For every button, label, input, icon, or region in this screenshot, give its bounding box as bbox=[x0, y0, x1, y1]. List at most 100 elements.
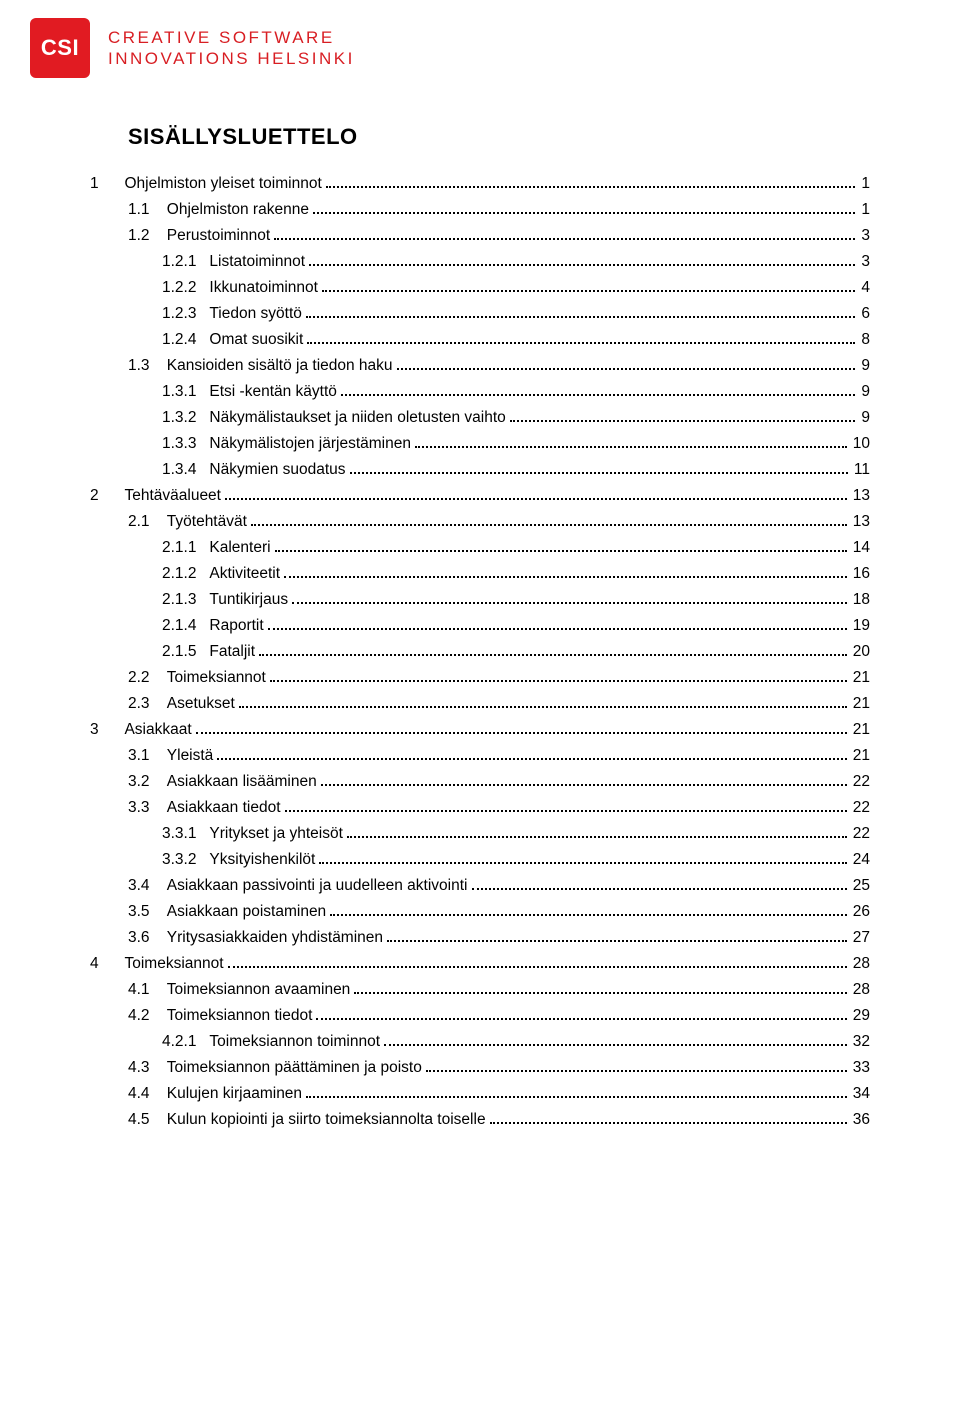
toc-entry-label: Tuntikirjaus bbox=[209, 592, 288, 608]
toc-entry-number: 2.1.2 bbox=[162, 566, 209, 582]
toc-entry-page: 33 bbox=[851, 1060, 870, 1076]
toc-entry-number: 3.4 bbox=[128, 878, 167, 894]
toc-entry-number: 3.3.2 bbox=[162, 852, 209, 868]
toc-leader bbox=[384, 1037, 847, 1046]
toc-leader bbox=[350, 465, 848, 474]
toc-entry-label: Ohjelmiston yleiset toiminnot bbox=[124, 176, 321, 192]
toc-entry-label: Näkymälistojen järjestäminen bbox=[209, 436, 411, 452]
toc-entry-label: Asiakkaan poistaminen bbox=[167, 904, 326, 920]
toc-entry: 4.1 Toimeksiannon avaaminen 28 bbox=[90, 982, 870, 998]
toc-list: 1 Ohjelmiston yleiset toiminnot 11.1 Ohj… bbox=[90, 176, 870, 1128]
toc-leader bbox=[225, 491, 847, 500]
toc-entry-page: 13 bbox=[851, 488, 870, 504]
brand-line1: CREATIVE SOFTWARE bbox=[108, 27, 355, 48]
toc-entry-number: 2 bbox=[90, 488, 124, 504]
toc-leader bbox=[274, 231, 855, 240]
toc-entry-page: 9 bbox=[859, 384, 870, 400]
toc-entry: 1.2.2 Ikkunatoiminnot 4 bbox=[90, 280, 870, 296]
toc-entry-number: 3.1 bbox=[128, 748, 167, 764]
toc-entry: 1.3.1 Etsi -kentän käyttö 9 bbox=[90, 384, 870, 400]
toc-entry-page: 34 bbox=[851, 1086, 870, 1102]
toc-entry-page: 29 bbox=[851, 1008, 870, 1024]
toc-entry-label: Näkymälistaukset ja niiden oletusten vai… bbox=[209, 410, 505, 426]
toc-entry-number: 1.2.1 bbox=[162, 254, 209, 270]
toc-entry-label: Kulun kopiointi ja siirto toimeksiannolt… bbox=[167, 1112, 486, 1128]
toc-entry-page: 18 bbox=[851, 592, 870, 608]
toc-entry: 2.1.3 Tuntikirjaus 18 bbox=[90, 592, 870, 608]
toc-entry-label: Yleistä bbox=[167, 748, 214, 764]
toc-entry-label: Toimeksiannot bbox=[167, 670, 266, 686]
toc-entry-number: 1.3.4 bbox=[162, 462, 209, 478]
toc-leader bbox=[330, 907, 847, 916]
toc-entry-number: 4.3 bbox=[128, 1060, 167, 1076]
toc-entry-number: 1.1 bbox=[128, 202, 167, 218]
toc-entry: 3.6 Yritysasiakkaiden yhdistäminen 27 bbox=[90, 930, 870, 946]
toc-entry: 4.4 Kulujen kirjaaminen 34 bbox=[90, 1086, 870, 1102]
toc-entry-number: 4.2 bbox=[128, 1008, 167, 1024]
toc-entry: 1.1 Ohjelmiston rakenne 1 bbox=[90, 202, 870, 218]
toc-leader bbox=[490, 1115, 847, 1124]
toc-entry-label: Ohjelmiston rakenne bbox=[167, 202, 309, 218]
toc-entry-label: Fataljit bbox=[209, 644, 255, 660]
toc-leader bbox=[347, 829, 847, 838]
toc-entry-label: Aktiviteetit bbox=[209, 566, 280, 582]
toc-entry-page: 6 bbox=[859, 306, 870, 322]
toc-entry-label: Yritysasiakkaiden yhdistäminen bbox=[167, 930, 383, 946]
toc-leader bbox=[217, 751, 846, 760]
toc-title: SISÄLLYSLUETTELO bbox=[128, 124, 870, 150]
toc-entry: 2.1.4 Raportit 19 bbox=[90, 618, 870, 634]
toc-leader bbox=[341, 387, 855, 396]
toc-entry-label: Näkymien suodatus bbox=[209, 462, 345, 478]
toc-entry-page: 3 bbox=[859, 254, 870, 270]
toc-entry: 3.3.1 Yritykset ja yhteisöt 22 bbox=[90, 826, 870, 842]
toc-entry-number: 1.3.3 bbox=[162, 436, 209, 452]
toc-leader bbox=[307, 335, 855, 344]
toc-entry-number: 1.3 bbox=[128, 358, 167, 374]
toc-leader bbox=[239, 699, 847, 708]
toc-entry-page: 24 bbox=[851, 852, 870, 868]
toc-leader bbox=[316, 1011, 846, 1020]
toc-entry-page: 1 bbox=[859, 202, 870, 218]
toc-entry-page: 19 bbox=[851, 618, 870, 634]
toc-entry: 1.3 Kansioiden sisältö ja tiedon haku 9 bbox=[90, 358, 870, 374]
toc-entry-label: Tehtäväalueet bbox=[124, 488, 221, 504]
toc-entry-page: 26 bbox=[851, 904, 870, 920]
toc-entry-page: 8 bbox=[859, 332, 870, 348]
toc-entry-label: Yritykset ja yhteisöt bbox=[209, 826, 343, 842]
toc-entry: 3.5 Asiakkaan poistaminen 26 bbox=[90, 904, 870, 920]
toc-entry-number: 4.5 bbox=[128, 1112, 167, 1128]
toc-entry-page: 28 bbox=[851, 956, 870, 972]
toc-leader bbox=[415, 439, 847, 448]
toc-leader bbox=[285, 803, 847, 812]
toc-entry-page: 21 bbox=[851, 722, 870, 738]
toc-entry-number: 2.1.5 bbox=[162, 644, 209, 660]
toc-leader bbox=[306, 1089, 847, 1098]
toc-entry: 2.1.2 Aktiviteetit 16 bbox=[90, 566, 870, 582]
toc-entry-page: 9 bbox=[859, 358, 870, 374]
toc-entry-page: 25 bbox=[851, 878, 870, 894]
toc-entry-label: Ikkunatoiminnot bbox=[209, 280, 318, 296]
toc-entry-page: 21 bbox=[851, 696, 870, 712]
toc-leader bbox=[397, 361, 856, 370]
document-page: CSI CREATIVE SOFTWARE INNOVATIONS HELSIN… bbox=[0, 0, 960, 1178]
toc-entry-label: Kulujen kirjaaminen bbox=[167, 1086, 302, 1102]
toc-entry-page: 11 bbox=[852, 462, 870, 478]
toc-entry-number: 1.2.3 bbox=[162, 306, 209, 322]
toc-entry-page: 20 bbox=[851, 644, 870, 660]
toc-entry-number: 4.2.1 bbox=[162, 1034, 209, 1050]
brand-text: CREATIVE SOFTWARE INNOVATIONS HELSINKI bbox=[108, 27, 355, 70]
toc-entry-page: 21 bbox=[851, 670, 870, 686]
toc-entry-label: Perustoiminnot bbox=[167, 228, 270, 244]
toc-entry-number: 3.2 bbox=[128, 774, 167, 790]
toc-entry-number: 3 bbox=[90, 722, 124, 738]
toc-entry: 2.2 Toimeksiannot 21 bbox=[90, 670, 870, 686]
toc-leader bbox=[313, 205, 855, 214]
toc-entry-number: 4.4 bbox=[128, 1086, 167, 1102]
toc-leader bbox=[228, 959, 847, 968]
toc-leader bbox=[196, 725, 847, 734]
toc-entry: 1.2 Perustoiminnot 3 bbox=[90, 228, 870, 244]
toc-leader bbox=[270, 673, 847, 682]
toc-entry-label: Listatoiminnot bbox=[209, 254, 305, 270]
toc-entry-number: 3.3.1 bbox=[162, 826, 209, 842]
toc-entry-page: 28 bbox=[851, 982, 870, 998]
